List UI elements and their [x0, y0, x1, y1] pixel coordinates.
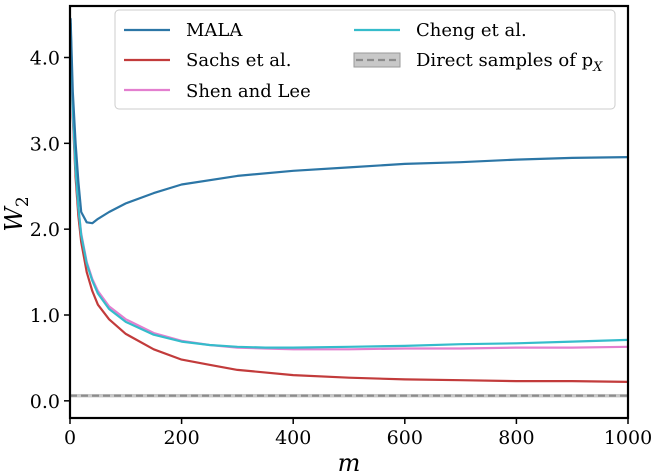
legend-label-reference: Direct samples of pX	[416, 50, 603, 75]
x-tick-label: 200	[163, 427, 199, 449]
svg-text:W2: W2	[0, 196, 33, 232]
plot-area	[69, 17, 630, 398]
x-tick-label: 0	[64, 427, 76, 449]
y-tick-label: 0.0	[30, 391, 60, 413]
legend-label-reference-main: Direct samples of p	[416, 50, 593, 71]
x-tick-label: 1000	[604, 427, 652, 449]
series-group	[69, 17, 630, 383]
x-axis-label: m	[338, 449, 361, 476]
series-line-cheng-et-al	[69, 22, 630, 349]
y-tick-label: 3.0	[30, 133, 60, 155]
legend-label-mala: MALA	[186, 20, 243, 41]
y-tick-label: 4.0	[30, 48, 60, 70]
x-tick-label: 800	[498, 427, 534, 449]
y-axis-label-main: W	[0, 205, 28, 232]
y-axis-label-sub: 2	[13, 196, 33, 207]
y-tick-label: 1.0	[30, 305, 60, 327]
x-axis-ticks: 0 200 400 600 800 1000	[64, 418, 652, 449]
legend-label-shen-lee: Shen and Lee	[186, 81, 311, 102]
series-line-mala	[69, 17, 630, 225]
legend-label-sachs: Sachs et al.	[186, 50, 292, 71]
legend: MALA Sachs et al. Shen and Lee Cheng et …	[114, 9, 616, 110]
x-tick-label: 400	[275, 427, 311, 449]
y-axis-ticks: 0.0 1.0 2.0 3.0 4.0	[30, 48, 70, 413]
legend-swatch-reference-band	[353, 52, 401, 68]
x-tick-label: 600	[387, 427, 423, 449]
plot-frame	[68, 4, 630, 420]
legend-label-reference-sub: X	[592, 60, 603, 75]
y-tick-label: 2.0	[30, 219, 60, 241]
y-axis-label: W2	[0, 196, 33, 232]
legend-label-cheng: Cheng et al.	[416, 20, 527, 41]
reference-group	[70, 393, 628, 398]
